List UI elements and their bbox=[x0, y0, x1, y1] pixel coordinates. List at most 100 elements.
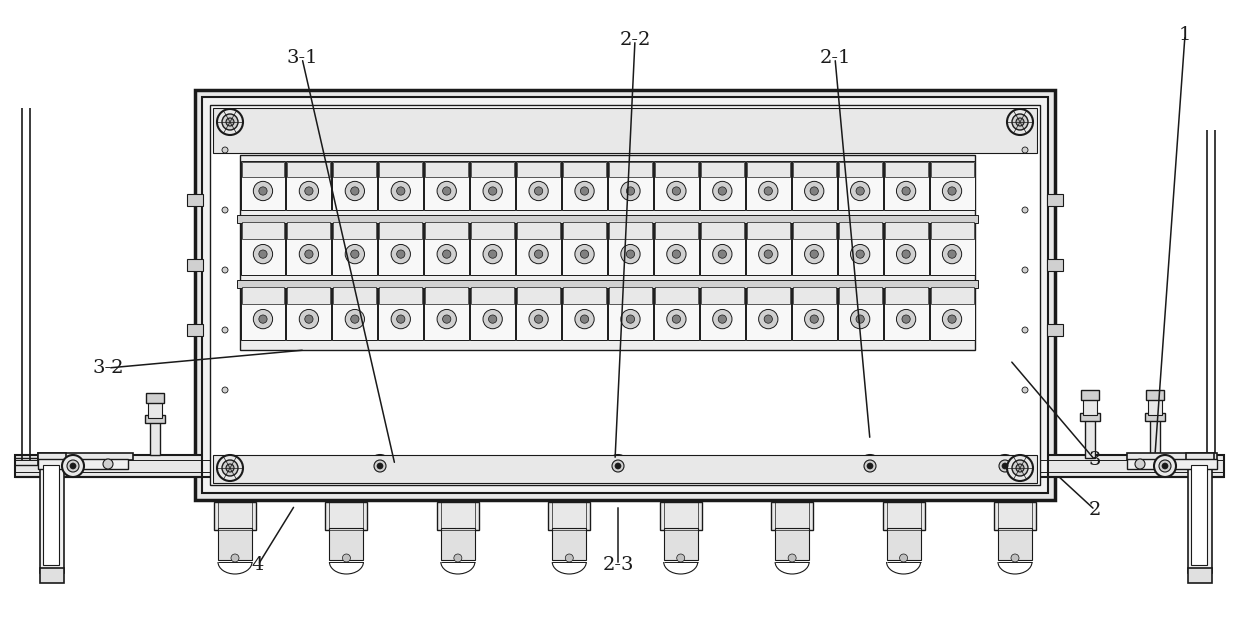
Bar bbox=[700, 285, 745, 340]
Circle shape bbox=[948, 315, 957, 323]
Bar bbox=[839, 222, 882, 239]
Text: 3-2: 3-2 bbox=[92, 359, 124, 377]
Bar bbox=[470, 161, 515, 210]
Bar bbox=[1188, 463, 1212, 573]
Circle shape bbox=[712, 244, 732, 264]
Bar bbox=[237, 280, 978, 288]
Bar bbox=[517, 287, 560, 303]
Bar bbox=[997, 528, 1032, 560]
Bar bbox=[1191, 465, 1207, 565]
Bar bbox=[930, 162, 974, 177]
Bar bbox=[213, 455, 1037, 483]
Bar bbox=[929, 285, 975, 340]
Circle shape bbox=[222, 207, 228, 213]
Bar bbox=[746, 161, 790, 210]
Circle shape bbox=[810, 250, 818, 258]
Bar bbox=[1188, 568, 1212, 583]
Circle shape bbox=[488, 315, 497, 323]
Bar bbox=[1145, 413, 1165, 421]
Circle shape bbox=[580, 315, 589, 323]
Bar bbox=[1047, 194, 1063, 206]
Bar bbox=[1127, 453, 1217, 460]
Bar bbox=[214, 502, 256, 530]
Circle shape bbox=[529, 244, 548, 264]
Bar bbox=[563, 285, 607, 340]
Circle shape bbox=[1012, 114, 1028, 130]
Circle shape bbox=[712, 309, 732, 329]
Circle shape bbox=[1022, 207, 1028, 213]
Circle shape bbox=[1158, 460, 1171, 472]
Bar bbox=[332, 285, 378, 340]
Circle shape bbox=[222, 327, 228, 333]
Bar bbox=[1150, 420, 1160, 458]
Circle shape bbox=[673, 315, 680, 323]
Circle shape bbox=[534, 250, 543, 258]
Circle shape bbox=[259, 315, 268, 323]
Bar bbox=[659, 502, 701, 530]
Bar bbox=[610, 287, 652, 303]
Bar bbox=[213, 108, 1037, 153]
Bar bbox=[242, 162, 285, 177]
Circle shape bbox=[225, 464, 234, 472]
Text: 3-1: 3-1 bbox=[286, 49, 317, 67]
Bar bbox=[187, 259, 203, 271]
Circle shape bbox=[300, 181, 318, 201]
Circle shape bbox=[897, 244, 916, 264]
Circle shape bbox=[222, 460, 238, 476]
Bar bbox=[240, 221, 285, 275]
Circle shape bbox=[62, 455, 84, 477]
Circle shape bbox=[565, 554, 574, 562]
Bar bbox=[202, 97, 1048, 493]
Bar bbox=[333, 162, 377, 177]
Circle shape bbox=[621, 181, 641, 201]
Bar bbox=[563, 161, 607, 210]
Bar bbox=[885, 222, 928, 239]
Text: 4: 4 bbox=[252, 556, 264, 574]
Circle shape bbox=[351, 250, 359, 258]
Bar bbox=[43, 465, 59, 565]
Circle shape bbox=[575, 181, 595, 201]
Bar bbox=[664, 502, 698, 530]
Bar bbox=[1047, 259, 1063, 271]
Bar bbox=[746, 221, 790, 275]
Circle shape bbox=[856, 187, 865, 195]
Circle shape bbox=[667, 181, 686, 201]
Circle shape bbox=[483, 244, 502, 264]
Bar bbox=[776, 502, 809, 530]
Bar bbox=[883, 285, 928, 340]
Circle shape bbox=[948, 250, 957, 258]
Bar bbox=[793, 287, 835, 303]
Bar bbox=[471, 162, 514, 177]
Bar bbox=[425, 222, 468, 239]
Text: 3: 3 bbox=[1089, 451, 1101, 469]
Circle shape bbox=[719, 250, 726, 258]
Bar bbox=[792, 221, 836, 275]
Bar bbox=[218, 502, 252, 530]
Bar bbox=[38, 453, 133, 460]
Circle shape bbox=[1154, 455, 1176, 477]
Bar bbox=[655, 222, 698, 239]
Circle shape bbox=[346, 309, 364, 329]
Bar bbox=[792, 285, 836, 340]
Bar bbox=[771, 502, 813, 530]
Bar bbox=[333, 222, 377, 239]
Bar bbox=[517, 222, 560, 239]
Bar bbox=[437, 502, 478, 530]
Circle shape bbox=[943, 181, 961, 201]
Bar bbox=[242, 222, 285, 239]
Bar bbox=[608, 285, 653, 340]
Circle shape bbox=[994, 455, 1016, 477]
Bar bbox=[839, 287, 882, 303]
Bar bbox=[441, 502, 475, 530]
Bar bbox=[883, 161, 928, 210]
Circle shape bbox=[225, 118, 234, 126]
Bar bbox=[1186, 453, 1214, 465]
Bar bbox=[793, 222, 835, 239]
Circle shape bbox=[850, 244, 870, 264]
Bar bbox=[517, 285, 561, 340]
Circle shape bbox=[442, 250, 451, 258]
Bar bbox=[425, 287, 468, 303]
Bar bbox=[471, 287, 514, 303]
Bar bbox=[218, 528, 252, 560]
Bar bbox=[608, 161, 653, 210]
